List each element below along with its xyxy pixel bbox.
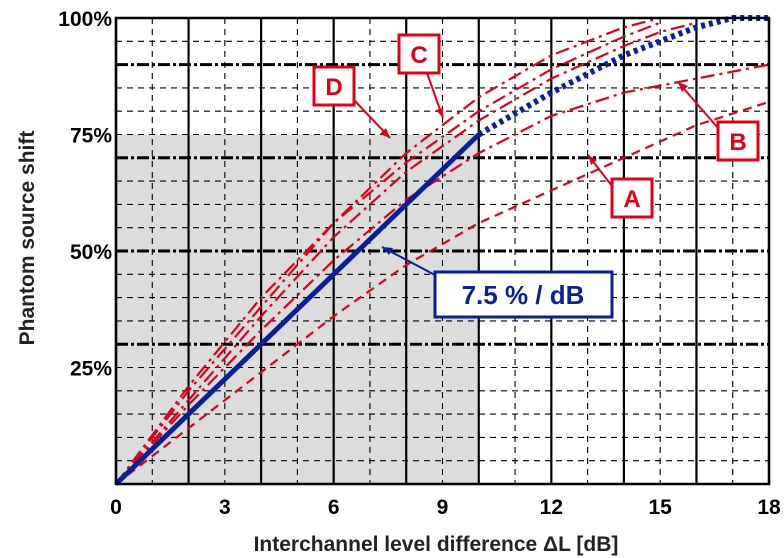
series-line-D xyxy=(115,16,661,485)
x-tick-label: 0 xyxy=(110,496,122,519)
slope-label: 7.5 % / dB xyxy=(462,280,585,310)
callout-slope: 7.5 % / dB xyxy=(381,246,614,319)
x-tick-label: 15 xyxy=(648,496,672,519)
x-tick-label: 18 xyxy=(757,496,781,519)
callout-C-label: C xyxy=(410,42,427,69)
y-axis-label: Phantom source shift xyxy=(16,131,39,346)
series-line-A xyxy=(115,100,770,485)
y-tick-label: 50% xyxy=(70,241,112,264)
callout-D: D xyxy=(312,65,391,139)
callout-A-label: A xyxy=(623,186,640,213)
series-line-4 xyxy=(115,21,661,485)
y-tick-label: 25% xyxy=(70,358,112,381)
x-axis-label: Interchannel level difference ΔL [dB] xyxy=(254,533,619,556)
callout-A: A xyxy=(587,154,654,219)
x-tick-label: 12 xyxy=(540,496,563,519)
x-tick-label: 3 xyxy=(219,496,231,519)
series-line-C xyxy=(115,21,697,485)
callout-D-label: D xyxy=(325,74,342,101)
callout-C: C xyxy=(397,33,444,119)
x-tick-label: 6 xyxy=(328,496,340,519)
callout-B: B xyxy=(677,81,760,162)
callout-B-label: B xyxy=(729,129,746,156)
series-line-5 xyxy=(114,132,481,486)
y-tick-label: 75% xyxy=(70,125,112,148)
series-line-B xyxy=(115,63,770,485)
plot-frame xyxy=(114,16,771,486)
x-tick-label: 9 xyxy=(437,496,449,519)
y-tick-label: 100% xyxy=(58,8,112,31)
